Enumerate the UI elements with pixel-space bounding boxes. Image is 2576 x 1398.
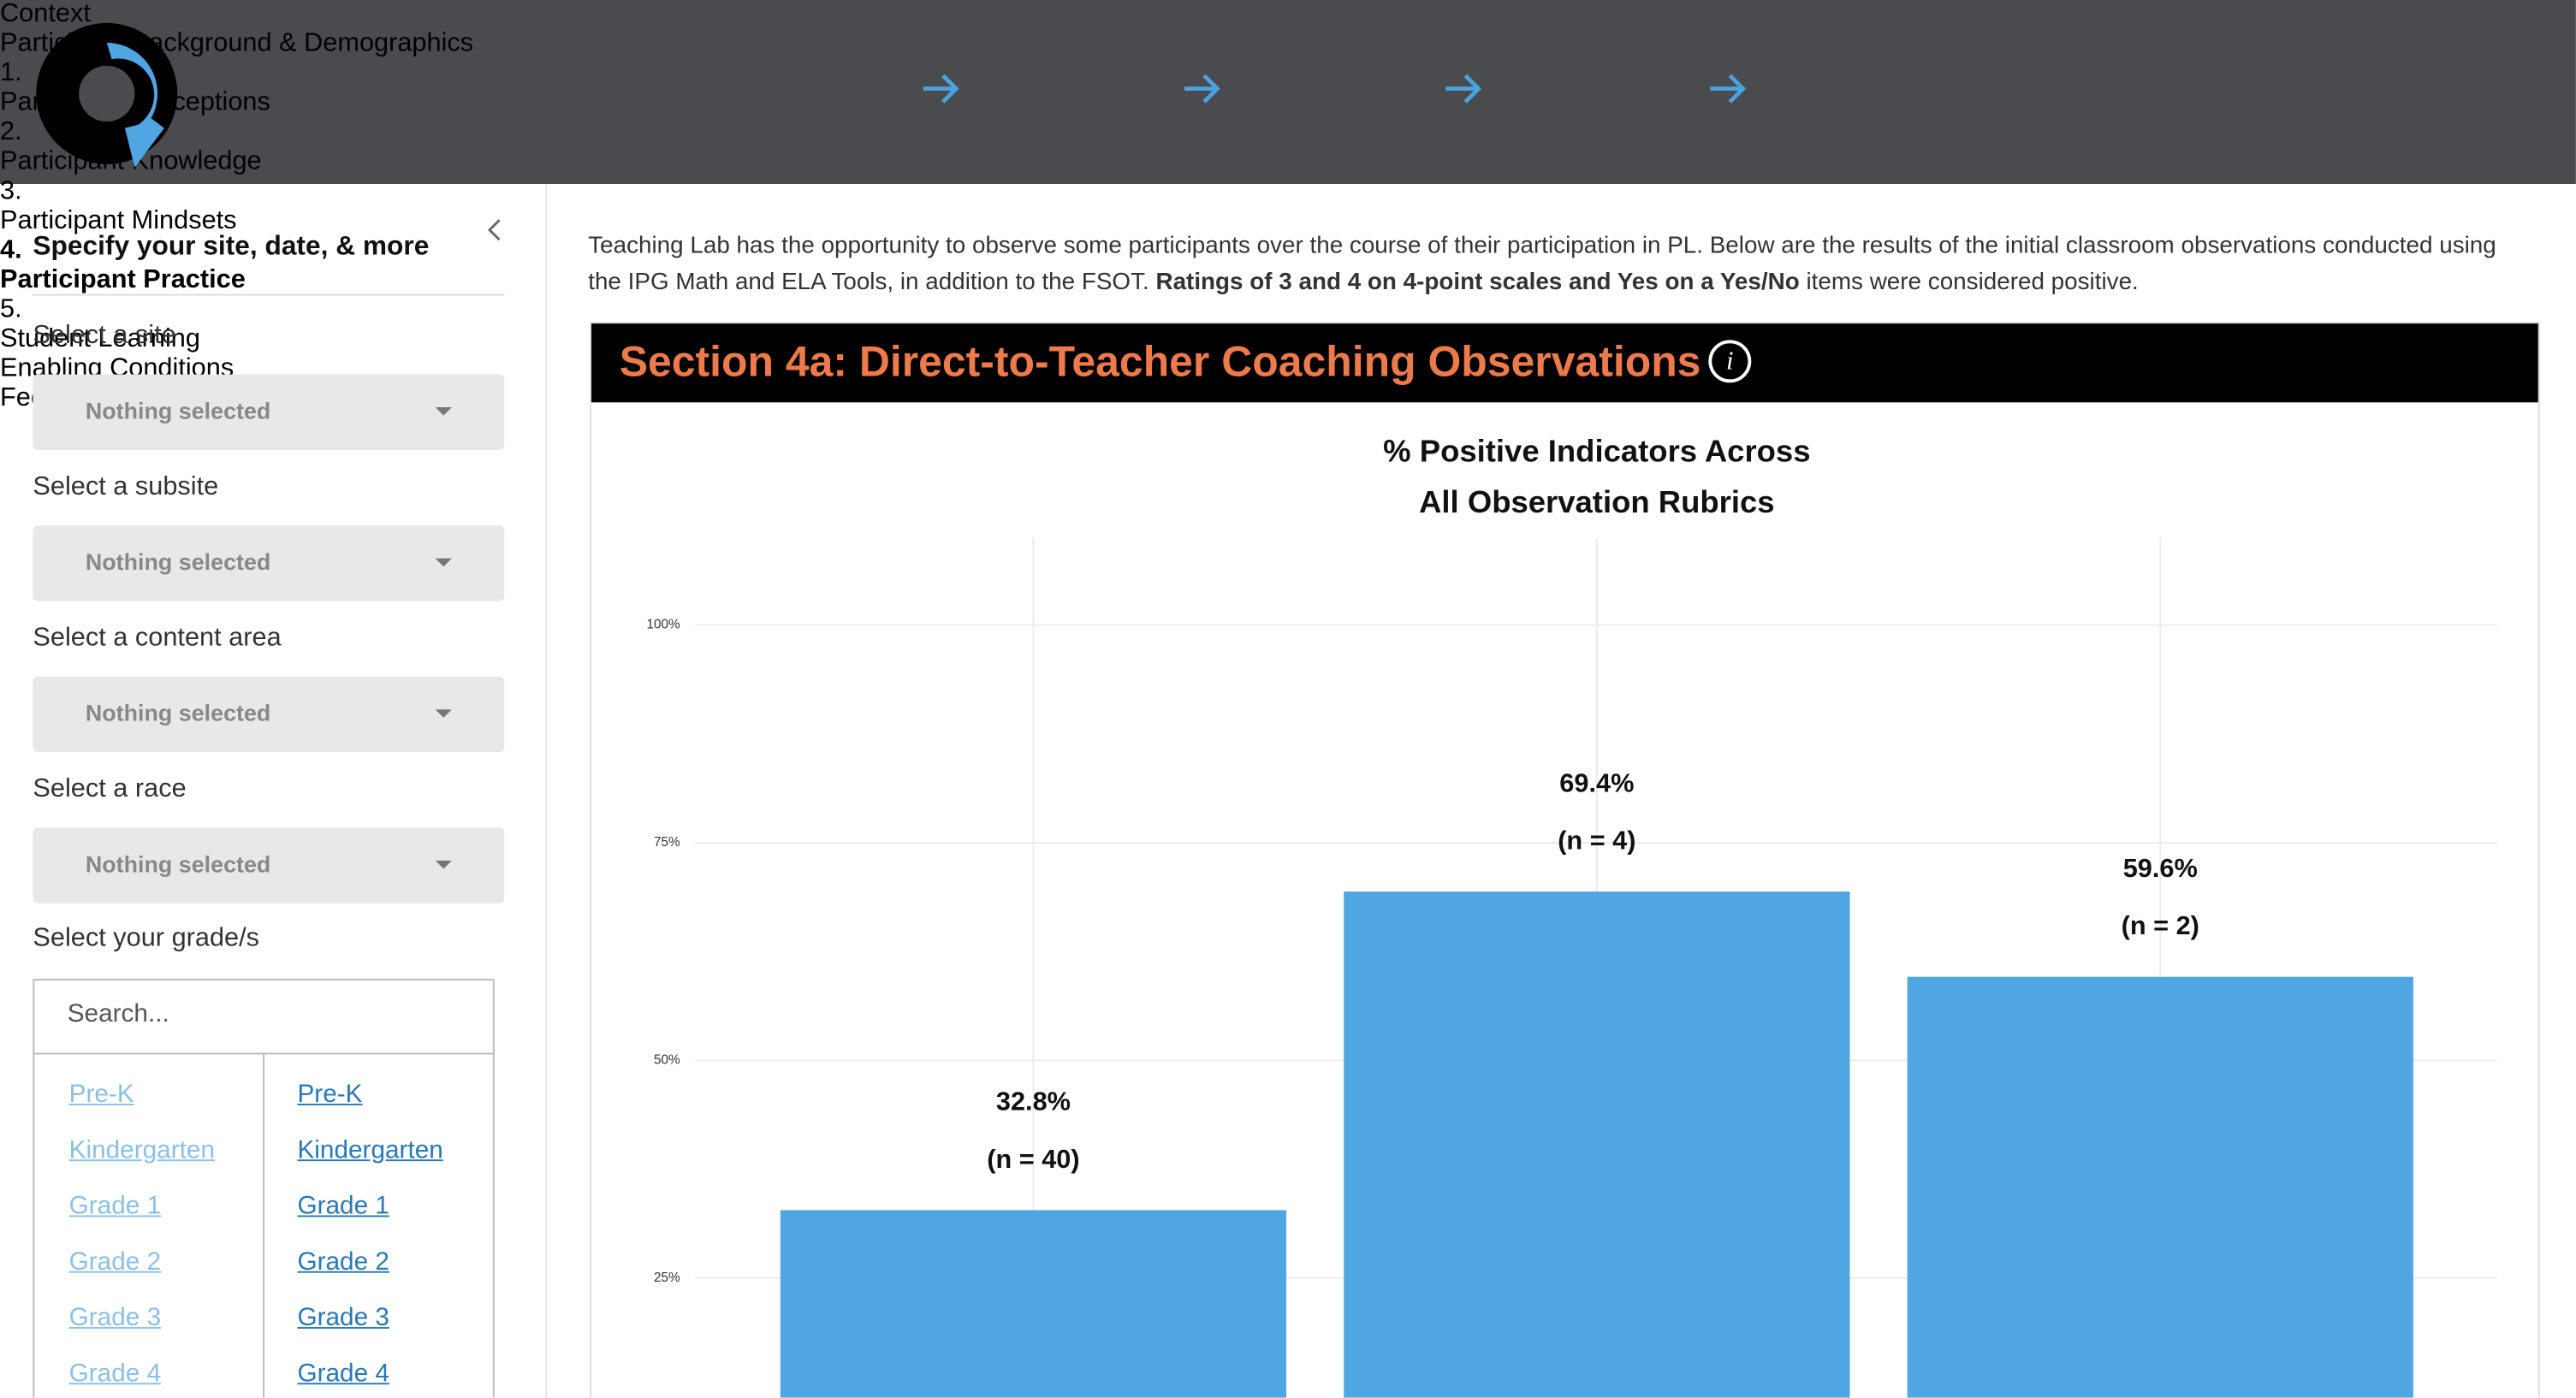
nav-label: Student Learning: [0, 325, 200, 353]
chart: 25% 50% 75% 100% 32.8% (n = 40) 69.4% (n = 4) 59…: [646, 537, 2497, 1398]
filter-label: Select a subsite: [33, 472, 219, 501]
nav-item[interactable]: 2. Participant Knowledge: [0, 118, 2576, 177]
nav-number: 5.: [0, 295, 22, 324]
select-caret: [435, 860, 452, 869]
sidebar: Specify your site, date, & more Select y…: [0, 183, 548, 1398]
grade-option[interactable]: Grade 1: [68, 1192, 162, 1221]
divider: [33, 293, 505, 296]
grade-option[interactable]: Pre-K: [297, 1081, 363, 1109]
intro-text: items were considered positive.: [1799, 269, 2139, 296]
bar: [780, 1210, 1287, 1398]
grade-option[interactable]: Grade 3: [68, 1304, 162, 1332]
value-label: 32.8%: [996, 1087, 1071, 1117]
filter-label: Select a site: [33, 322, 176, 350]
n-label: (n = 4): [1558, 826, 1635, 856]
nav-label: Participant Mindsets: [0, 206, 237, 235]
nav-item[interactable]: 3. Participant Mindsets: [0, 177, 2576, 236]
grade-option[interactable]: Pre-K: [68, 1081, 134, 1109]
nav-number: 3.: [0, 177, 22, 205]
select-caret: [435, 407, 452, 416]
nav-number: 1.: [0, 59, 22, 87]
intro-text: Teaching Lab has the opportunity to obse…: [588, 233, 2496, 296]
select-placeholder: Nothing selected: [85, 548, 271, 575]
y-tick-label: 25%: [654, 1271, 680, 1285]
grade-option[interactable]: Kindergarten: [297, 1136, 443, 1164]
bar: [1907, 976, 2413, 1398]
intro-bold: Ratings of 3 and 4 on 4-point scales and…: [1155, 269, 1800, 296]
nav-label: Context: [0, 0, 91, 28]
grade-option[interactable]: Kindergarten: [68, 1136, 216, 1164]
grade-option[interactable]: Grade 4: [68, 1359, 162, 1389]
filter-label: Select a race: [33, 775, 187, 803]
select-box[interactable]: Nothing selected: [33, 374, 505, 450]
info-icon[interactable]: i: [1706, 338, 1753, 384]
grade-option[interactable]: Grade 2: [68, 1247, 162, 1277]
bar: [1344, 891, 1850, 1398]
n-label: (n = 2): [2122, 910, 2199, 940]
y-tick-label: 50%: [654, 1052, 680, 1067]
y-tick-label: 75%: [654, 835, 680, 850]
section-title: Section 4a: Direct-to-Teacher Coaching O…: [619, 336, 1701, 387]
nav-item[interactable]: 4. Participant Practice: [0, 236, 2576, 295]
nav-number: 2.: [0, 118, 22, 146]
logo: [36, 22, 178, 168]
n-label: (n = 40): [987, 1144, 1079, 1174]
grade-list: Pre-K Kindergarten Grade 1 Grade 2 Grade 3 Gr…: [33, 1052, 495, 1398]
nav-number: 4.: [0, 236, 22, 265]
chart-title: % Positive Indicators Across All Observa…: [1383, 435, 1811, 521]
nav-label: Participant Practice: [0, 265, 246, 294]
filter-label: Select a content area: [33, 624, 282, 653]
search-box[interactable]: Search...: [33, 979, 495, 1055]
select-placeholder: Nothing selected: [85, 850, 271, 878]
grade-option[interactable]: Grade 3: [297, 1304, 389, 1332]
grade-label: Select your grade/s: [33, 924, 260, 953]
select-box[interactable]: Nothing selected: [33, 676, 505, 753]
select-box[interactable]: Nothing selected: [33, 827, 505, 903]
y-tick-label: 100%: [646, 618, 680, 632]
nav-arrow: [1184, 74, 1220, 104]
search-placeholder: Search...: [67, 1000, 169, 1028]
nav-item[interactable]: Participant Background & Demographics: [0, 30, 2576, 60]
value-label: 69.4%: [1559, 767, 1634, 797]
nav-arrow: [1710, 74, 1747, 104]
nav-arrow: [1445, 74, 1482, 104]
select-placeholder: Nothing selected: [85, 699, 271, 726]
select-caret: [435, 558, 452, 567]
nav-bar: Context Participant Background & Demograp…: [0, 0, 2576, 412]
nav-item[interactable]: 5. Student Learning: [0, 296, 2576, 355]
grade-option[interactable]: Grade 2: [297, 1247, 389, 1277]
divider: [263, 1052, 265, 1398]
select-placeholder: Nothing selected: [85, 397, 271, 424]
nav-arrow: [923, 74, 959, 104]
value-label: 59.6%: [2123, 853, 2198, 883]
section-header: Section 4a: Direct-to-Teacher Coaching O…: [591, 323, 2538, 403]
nav-item[interactable]: 1.Participant Perceptions: [0, 59, 2576, 118]
grade-option[interactable]: Grade 1: [297, 1192, 389, 1221]
grade-option[interactable]: Grade 4: [297, 1359, 389, 1389]
svg-text:i: i: [1726, 346, 1734, 375]
select-caret: [435, 709, 452, 718]
sidebar-heading: Specify your site, date, & more: [33, 231, 430, 262]
select-box[interactable]: Nothing selected: [33, 525, 505, 601]
intro-text: Teaching Lab has the opportunity to obse…: [588, 228, 2526, 300]
section-card: Section 4a: Direct-to-Teacher Coaching O…: [590, 322, 2540, 1398]
nav-item[interactable]: Context: [0, 0, 2576, 30]
collapse-button[interactable]: [483, 216, 506, 243]
